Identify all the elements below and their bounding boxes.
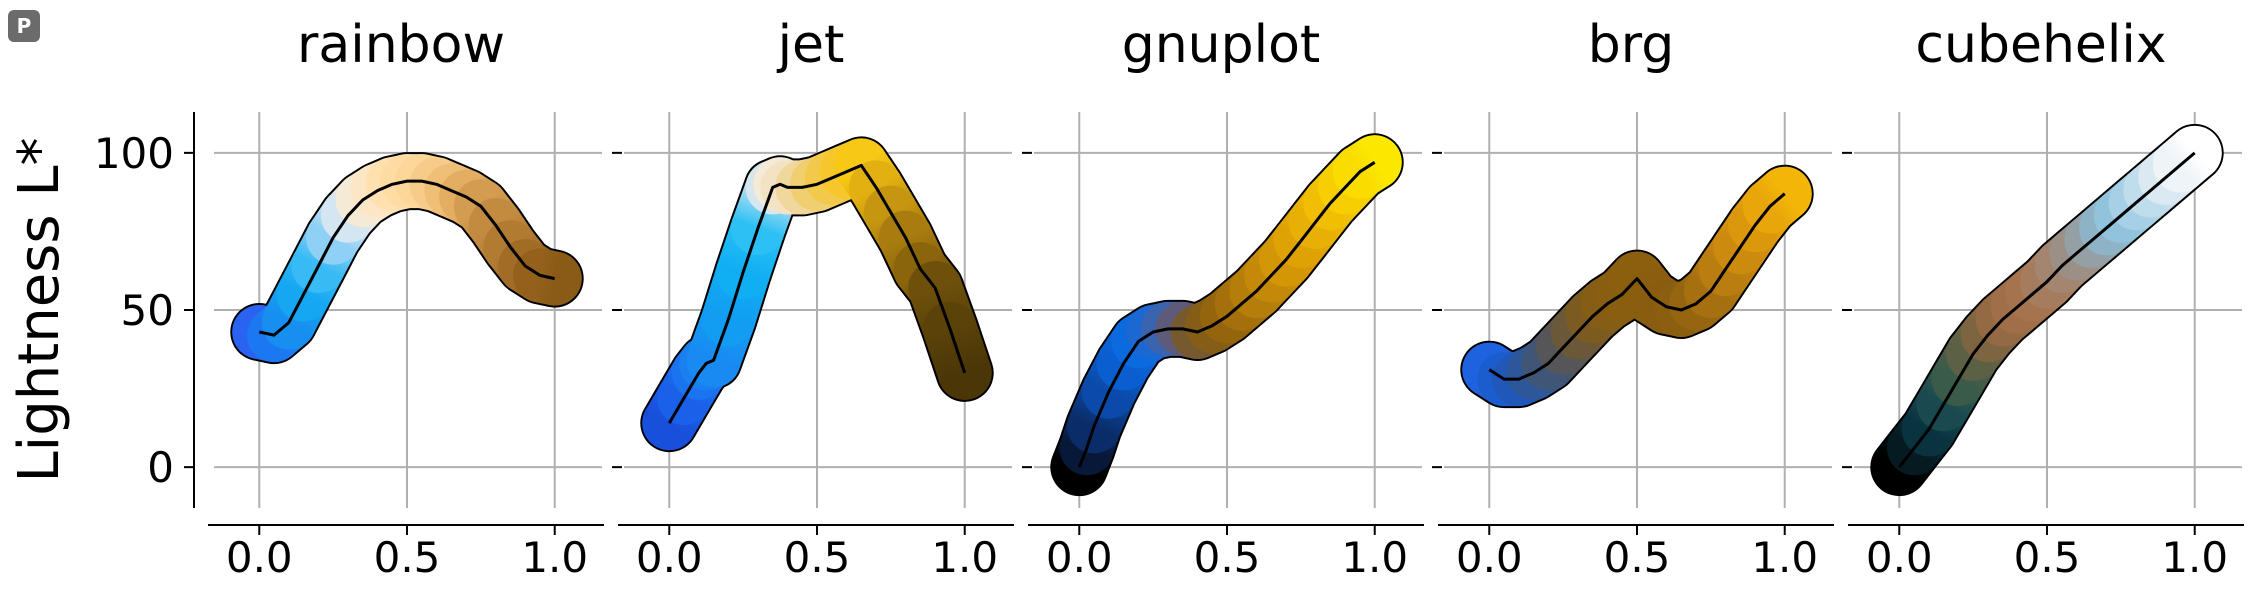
x-tick-label-1: 0.5 [2014, 533, 2081, 582]
panel-title: rainbow [297, 15, 505, 75]
series-line [1077, 161, 1376, 468]
x-tick-label-2: 1.0 [931, 533, 998, 582]
x-tick-label-2: 1.0 [2161, 533, 2228, 582]
x-tick-label-0: 0.0 [1866, 533, 1933, 582]
panel-title: brg [1588, 15, 1674, 75]
y-tick-label-0: 0 [147, 443, 174, 492]
series-line [1488, 192, 1786, 381]
y-tick-label-1: 50 [121, 286, 174, 335]
x-tick-label-2: 1.0 [1341, 533, 1408, 582]
panel-title: jet [777, 15, 845, 75]
x-tick-label-0: 0.0 [1046, 533, 1113, 582]
x-tick-label-0: 0.0 [1456, 533, 1523, 582]
x-tick-label-0: 0.0 [226, 533, 293, 582]
panel-jet: 0.0 0.5 1.0 jet [612, 15, 1014, 582]
x-tick-label-1: 0.5 [374, 533, 441, 582]
x-tick-label-1: 0.5 [1194, 533, 1261, 582]
p-badge-icon: P [8, 10, 40, 42]
panel-brg: 0.0 0.5 1.0 brg [1432, 15, 1834, 582]
x-tick-label-2: 1.0 [521, 533, 588, 582]
series-line [1898, 151, 2196, 469]
panel-gnuplot: 0.0 0.5 1.0 gnuplot [1022, 15, 1424, 582]
panel-title: gnuplot [1122, 15, 1321, 75]
panel-cubehelix: 0.0 0.5 1.0 cubehelix [1842, 15, 2244, 582]
panels: 0 50 100 Lightness L* 0.0 0.5 1.0 rainbow 0.0 0.5… [7, 15, 2244, 582]
y-axis-label: Lightness L* [7, 137, 72, 482]
x-tick-label-0: 0.0 [636, 533, 703, 582]
badge-label: P [16, 14, 32, 38]
x-tick-label-2: 1.0 [1751, 533, 1818, 582]
x-tick-label-1: 0.5 [1604, 533, 1671, 582]
series-line [668, 163, 967, 424]
series-line [258, 179, 556, 337]
panel-title: cubehelix [1915, 15, 2166, 75]
panel-rainbow: 0 50 100 Lightness L* 0.0 0.5 1.0 rainbow [7, 15, 604, 582]
y-tick-label-2: 100 [94, 129, 174, 178]
x-tick-label-1: 0.5 [784, 533, 851, 582]
